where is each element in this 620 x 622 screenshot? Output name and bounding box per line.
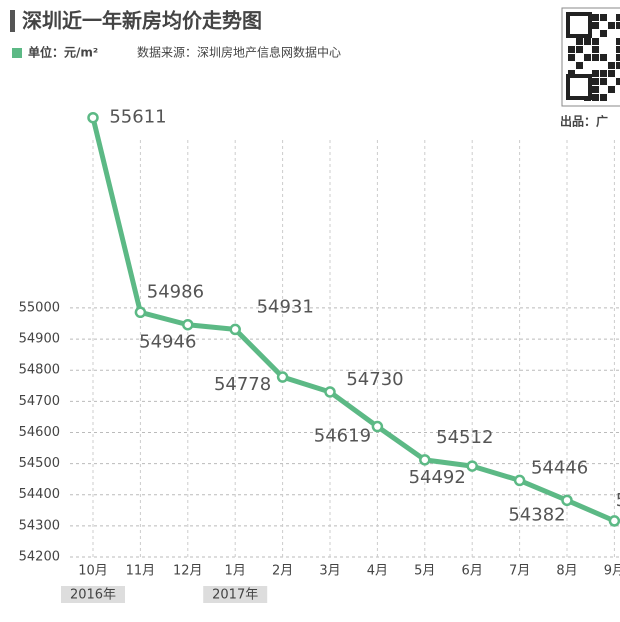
line	[90, 117, 616, 524]
qr-cell	[616, 38, 620, 45]
data-label: 54986	[147, 281, 204, 302]
data-label: 55611	[109, 107, 166, 128]
point	[419, 454, 431, 466]
y-tick-label: 54800	[19, 363, 60, 378]
credit: 出品：广	[560, 114, 608, 129]
qr-cell	[616, 78, 620, 85]
qr-cell	[608, 62, 615, 69]
qr-cell	[592, 54, 599, 61]
y-tick-label: 54200	[19, 550, 60, 565]
x-tick-label: 8月	[556, 564, 577, 579]
qr-cell	[600, 78, 607, 85]
qr-cell	[592, 94, 599, 101]
y-tick-label: 54300	[19, 518, 60, 533]
data-label: 54931	[257, 296, 314, 317]
qr-cell	[592, 22, 599, 29]
qr-finder	[566, 12, 592, 38]
qr-cell	[592, 78, 599, 85]
qr-cell	[616, 46, 620, 53]
x-tick-label: 10月	[78, 564, 108, 579]
x-group-label: 2017年	[212, 588, 258, 603]
qr-cell	[600, 94, 607, 101]
qr-cell	[592, 70, 599, 77]
x-tick-label: 3月	[319, 564, 340, 579]
point	[276, 371, 289, 383]
x-tick-label: 1月	[225, 564, 246, 579]
y-tick-label: 54500	[19, 456, 60, 471]
point	[324, 386, 336, 398]
qr-code	[561, 7, 620, 107]
qr-cell	[616, 62, 620, 69]
source: 数据来源：深圳房地产信息网数据中心	[137, 45, 341, 60]
point	[466, 460, 478, 472]
qr-cell	[592, 86, 599, 93]
y-tick-label: 54900	[19, 332, 60, 347]
qr-cell	[568, 70, 575, 77]
qr-cell	[600, 14, 607, 21]
data-label: 54492	[409, 467, 466, 488]
qr-cell	[584, 54, 591, 61]
qr-cell	[584, 38, 591, 45]
x-tick-label: 2月	[272, 564, 293, 579]
data-label: 54778	[214, 374, 271, 395]
point	[182, 318, 194, 331]
data-label: 54316	[616, 490, 620, 511]
point	[87, 111, 99, 124]
x-tick-label: 11月	[126, 564, 156, 579]
qr-cell	[600, 70, 607, 77]
legend-label: 单位：元/m²	[28, 45, 98, 60]
x-tick-label: 12月	[173, 564, 203, 579]
qr-cell	[568, 46, 575, 53]
qr-cell	[568, 54, 575, 61]
data-label: 54730	[346, 369, 403, 390]
qr-cell	[600, 30, 607, 37]
y-tick-label: 54400	[19, 487, 60, 502]
y-tick-label: 54700	[19, 394, 60, 409]
point	[371, 420, 384, 433]
chart-title: 深圳近一年新房均价走势图	[22, 9, 262, 33]
qr-cell	[616, 22, 620, 29]
x-group-box	[203, 586, 268, 603]
x-tick-label: 4月	[367, 564, 388, 579]
y-tick-label: 55000	[19, 300, 60, 315]
qr-cell	[616, 14, 620, 21]
qr-cell	[576, 38, 583, 45]
legend-swatch	[12, 48, 22, 58]
qr-cell	[600, 54, 607, 61]
qr-cell	[592, 14, 599, 21]
qr-cell	[576, 46, 583, 53]
point	[134, 306, 147, 319]
x-group-box	[61, 586, 125, 603]
title-bar	[10, 10, 15, 32]
data-label: 54619	[314, 426, 371, 447]
qr-cell	[592, 38, 599, 45]
qr-cell	[576, 62, 583, 69]
data-label: 54382	[508, 504, 565, 525]
data-label: 54446	[531, 457, 588, 478]
qr-cell	[608, 70, 615, 77]
qr-cell	[608, 22, 615, 29]
point	[229, 323, 241, 336]
x-tick-label: 9月	[604, 564, 620, 579]
qr-cell	[608, 86, 615, 93]
data-label: 54946	[139, 332, 196, 353]
point	[561, 494, 573, 507]
x-group-label: 2016年	[70, 588, 116, 603]
data-label: 54512	[436, 427, 493, 448]
qr-cell	[616, 54, 620, 61]
x-tick-label: 5月	[414, 564, 435, 579]
qr-finder	[566, 74, 592, 100]
y-tick-label: 54600	[19, 425, 60, 440]
point	[513, 474, 526, 487]
point	[608, 515, 620, 527]
x-tick-label: 7月	[509, 564, 530, 579]
qr-cell	[592, 46, 599, 53]
x-tick-label: 6月	[462, 564, 483, 579]
